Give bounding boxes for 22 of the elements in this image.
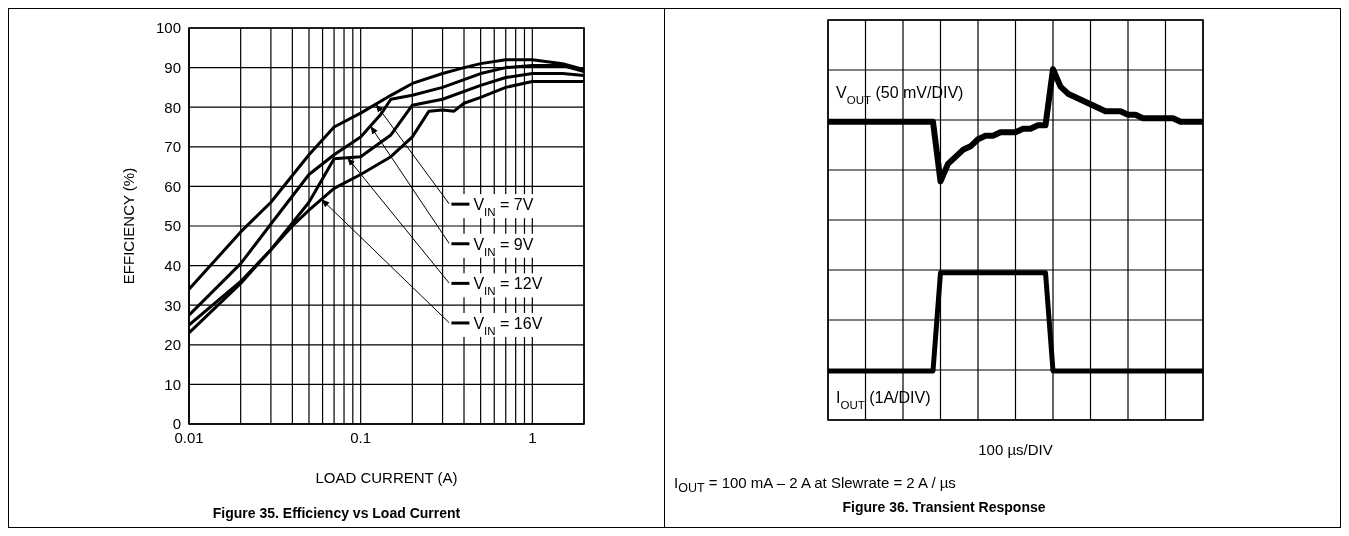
y-tick-label: 40: [164, 256, 181, 274]
legend-label: V$_{IN}$ = 12V: [473, 275, 543, 298]
x-axis-title: 100 µs/DIV: [977, 441, 1054, 458]
y-tick-label: 80: [164, 98, 181, 116]
y-tick-label: 90: [164, 58, 181, 76]
y-tick-label: 50: [164, 217, 181, 235]
y-tick-label: 70: [164, 138, 181, 156]
y-tick-label: 30: [164, 296, 181, 314]
y-tick-label: 20: [164, 336, 181, 354]
text: Figure 36. Transient Response: [841, 499, 1047, 515]
text: Figure 35. Efficiency vs Load Current: [211, 505, 462, 521]
x-tick-label: 0.1: [350, 428, 372, 446]
legend-label: V$_{IN}$ = 9V: [473, 235, 534, 258]
x-tick-label: 1: [528, 428, 537, 446]
x-axis-title: LOAD CURRENT (A): [314, 469, 459, 486]
y-tick-label: 10: [164, 375, 181, 393]
y-tick-label: 100: [155, 19, 181, 37]
legend-label: V$_{IN}$ = 16V: [473, 314, 543, 337]
y-tick-label: 60: [164, 177, 181, 195]
legend-label: V$_{IN}$ = 7V: [473, 196, 534, 219]
text: I$_{OUT}$ = 100 mA – 2 A at Slewrate = 2 A / µs: [674, 474, 956, 495]
y-axis-title: EFFICIENCY (%): [120, 167, 137, 285]
